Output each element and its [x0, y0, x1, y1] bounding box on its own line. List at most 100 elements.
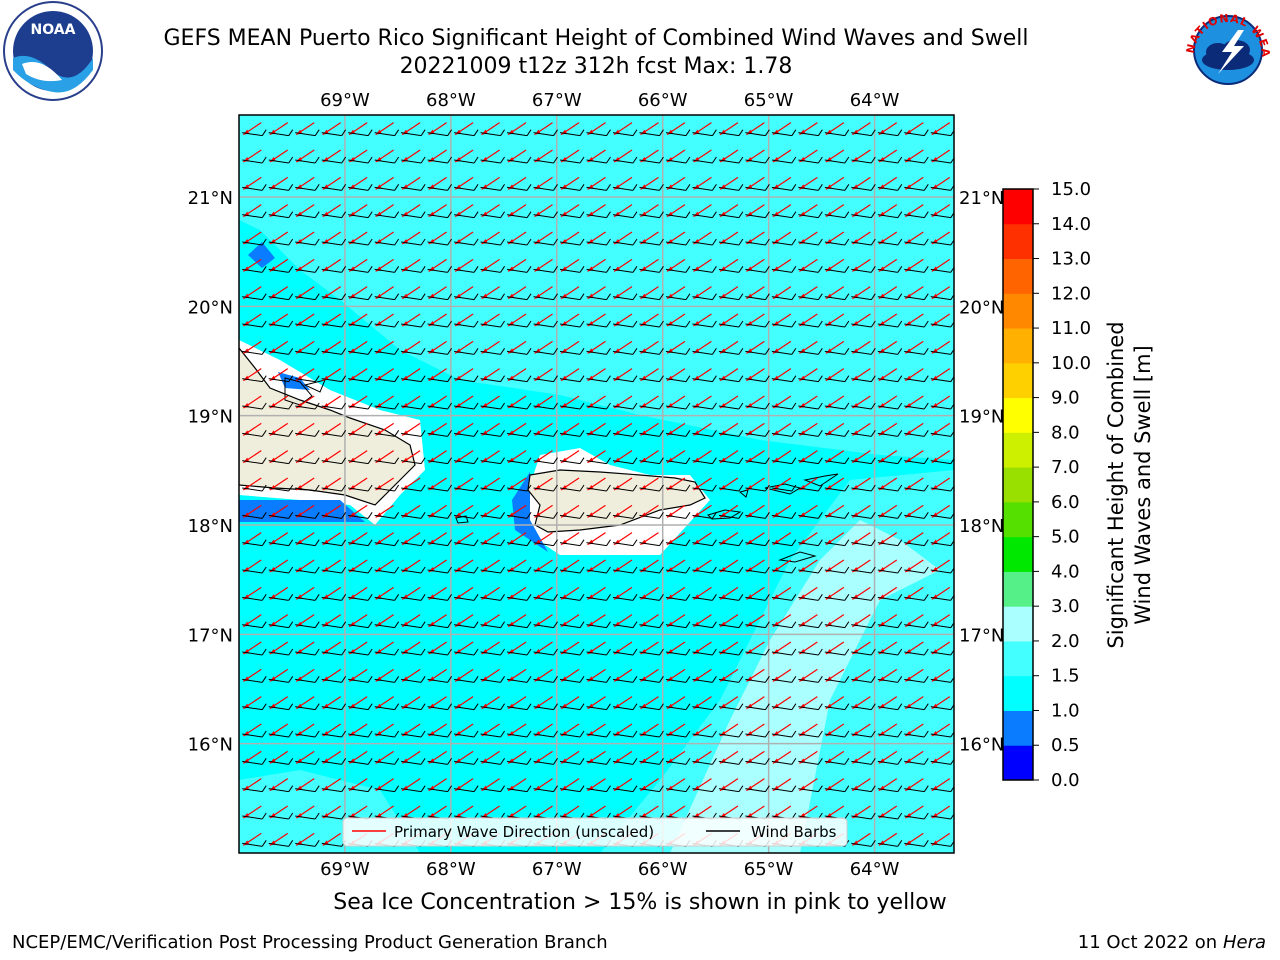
- wind-barb: [877, 238, 903, 246]
- wind-barb: [506, 375, 532, 383]
- wind-barb: [930, 676, 954, 683]
- wind-barb: [321, 293, 347, 301]
- wind-barb: [506, 484, 532, 492]
- wind-barb: [454, 730, 479, 738]
- wind-barb: [851, 320, 876, 328]
- wind-barb: [348, 156, 373, 164]
- wind-barb: [295, 621, 320, 629]
- wind-barb: [877, 730, 903, 738]
- wind-barb: [295, 320, 320, 328]
- wind-barb: [374, 430, 400, 437]
- wind-barb: [665, 484, 691, 492]
- wind-barb: [533, 156, 558, 164]
- wind-barb: [745, 648, 770, 656]
- wind-barb: [401, 621, 426, 629]
- wind-barb: [480, 457, 505, 465]
- wind-barb: [930, 840, 954, 847]
- wind-barb: [692, 484, 717, 492]
- wind-barb: [851, 430, 876, 437]
- wind-barb: [665, 266, 691, 273]
- wind-barb: [427, 621, 453, 629]
- wind-barb: [745, 785, 770, 793]
- wind-barb: [427, 184, 453, 191]
- chart-subtitle-date: 20221009 t12z 312h fcst Max: 1.78: [399, 54, 793, 79]
- wind-barb: [454, 785, 479, 793]
- wind-barb: [745, 621, 770, 629]
- wind-barb: [877, 676, 903, 683]
- wind-barb: [374, 266, 400, 273]
- wind-barb: [268, 676, 294, 683]
- wind-barb: [295, 758, 320, 765]
- wind-barb: [454, 129, 479, 137]
- wind-barb: [427, 566, 453, 574]
- wind-barb: [321, 758, 347, 765]
- wind-barb: [692, 184, 717, 191]
- wind-barb: [295, 402, 320, 410]
- wind-barb: [904, 812, 929, 820]
- wind-barb: [718, 594, 744, 601]
- wind-barb: [374, 730, 400, 738]
- wind-barb: [824, 293, 850, 301]
- wind-barb: [718, 129, 744, 137]
- wind-barb: [586, 375, 611, 383]
- wind-barb: [401, 402, 426, 410]
- wind-barb: [718, 184, 744, 191]
- wind-barb: [904, 184, 929, 191]
- colorbar-bin-1: [1003, 710, 1033, 746]
- wind-barb: [612, 184, 638, 191]
- wind-barb: [904, 785, 929, 793]
- colorbar-bin-11: [1003, 362, 1033, 399]
- colorbar: 0.0 0.5 1.0 1.5 2.0 3.0 4.0 5.0 6.0 7.0 8.0 9.0 10.0…: [1002, 179, 1091, 791]
- wind-barb: [904, 238, 929, 246]
- wind-barb: [824, 129, 850, 137]
- wind-barb: [533, 594, 558, 601]
- wind-barb: [242, 266, 267, 273]
- wind-barb: [268, 129, 294, 137]
- colorbar-tick-label-12: 10.0: [1051, 353, 1091, 374]
- wind-barb: [506, 320, 532, 328]
- wind-barb: [427, 430, 453, 437]
- wind-barb: [321, 512, 347, 519]
- wind-barb: [242, 320, 267, 328]
- wind-barb: [268, 238, 294, 246]
- wind-barb: [930, 512, 954, 519]
- wind-barb: [454, 512, 479, 519]
- wind-barb: [612, 129, 638, 137]
- wind-barb: [533, 184, 558, 191]
- wind-barb: [904, 430, 929, 437]
- wind-barb: [745, 703, 770, 711]
- wind-barb: [401, 129, 426, 137]
- colorbar-bin-8: [1003, 467, 1033, 503]
- wind-barb: [559, 320, 585, 328]
- wind-barb: [454, 402, 479, 410]
- wind-barb: [321, 539, 347, 547]
- wind-barb: [904, 512, 929, 519]
- wind-barb: [401, 648, 426, 656]
- wind-barb: [480, 156, 505, 164]
- wind-barb: [242, 184, 267, 191]
- lon-label-top-3: 66°W: [638, 90, 688, 111]
- wind-barb: [877, 812, 903, 820]
- colorbar-bin-10: [1003, 397, 1033, 433]
- wind-barb: [321, 156, 347, 164]
- wind-barb: [295, 457, 320, 465]
- wind-barb: [771, 156, 797, 164]
- wind-barb: [401, 238, 426, 246]
- wind-barb: [454, 758, 479, 765]
- wind-barb: [242, 566, 267, 574]
- wind-barb: [745, 129, 770, 137]
- wind-barb: [348, 320, 373, 328]
- wind-barb: [877, 594, 903, 601]
- wind-barb: [639, 266, 664, 273]
- wind-barb: [374, 129, 400, 137]
- wind-barb: [692, 785, 717, 793]
- wind-barb: [321, 430, 347, 437]
- wind-barb: [586, 457, 611, 465]
- wind-barb: [268, 211, 294, 219]
- wind-barb: [348, 621, 373, 629]
- wind-barb: [718, 402, 744, 410]
- wind-barb: [877, 621, 903, 629]
- wind-barb: [242, 758, 267, 765]
- wind-barb: [533, 430, 558, 437]
- lon-label-bottom-4: 65°W: [744, 859, 794, 880]
